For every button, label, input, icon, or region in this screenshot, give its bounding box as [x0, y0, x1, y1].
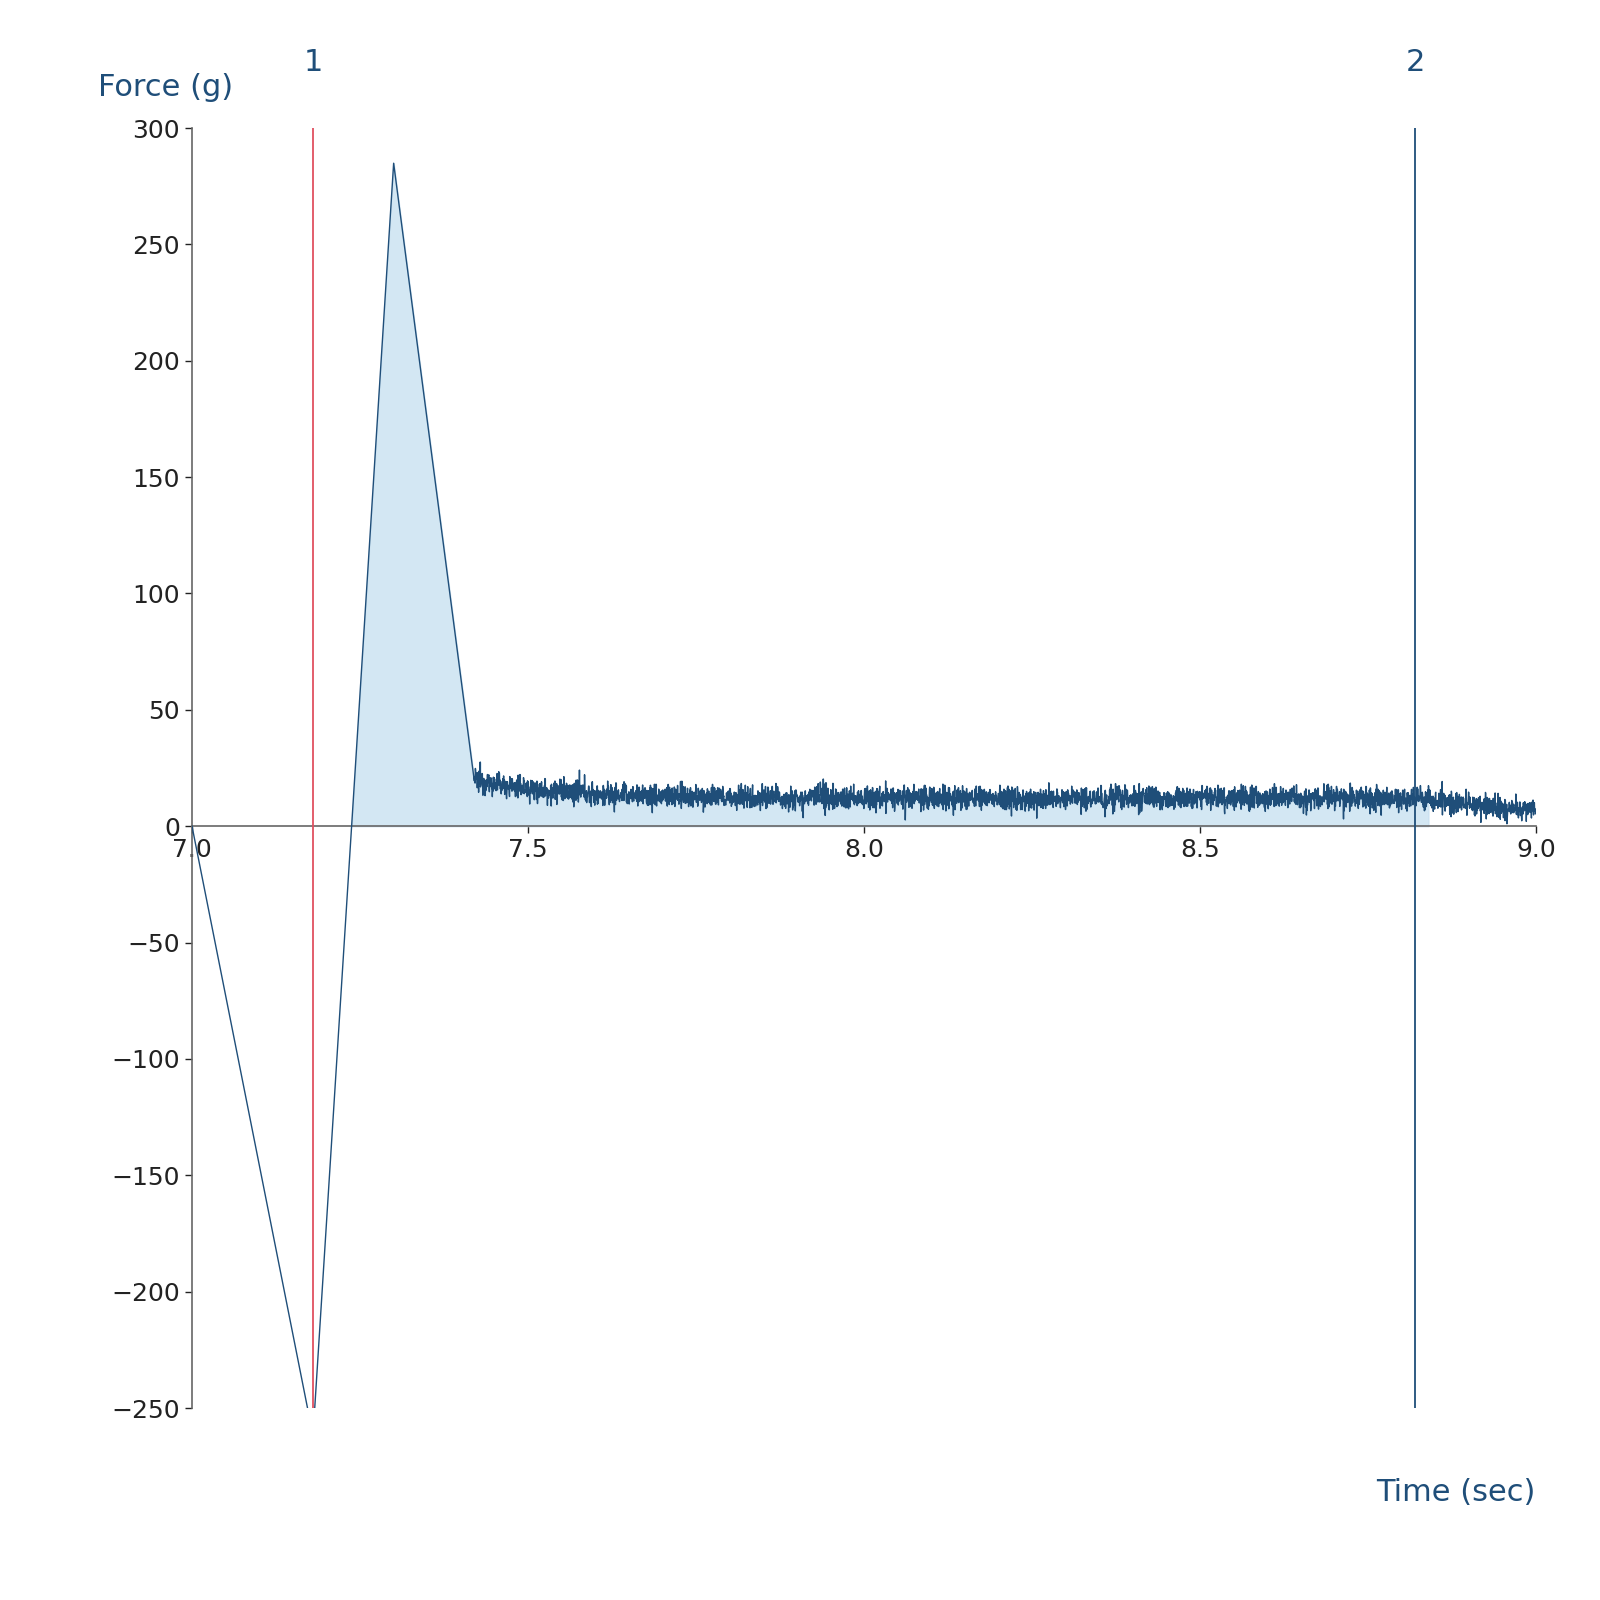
Text: 2: 2 — [1405, 48, 1424, 77]
Text: Force (g): Force (g) — [98, 74, 234, 102]
Text: Time (sec): Time (sec) — [1376, 1478, 1536, 1507]
Text: 1: 1 — [304, 48, 323, 77]
